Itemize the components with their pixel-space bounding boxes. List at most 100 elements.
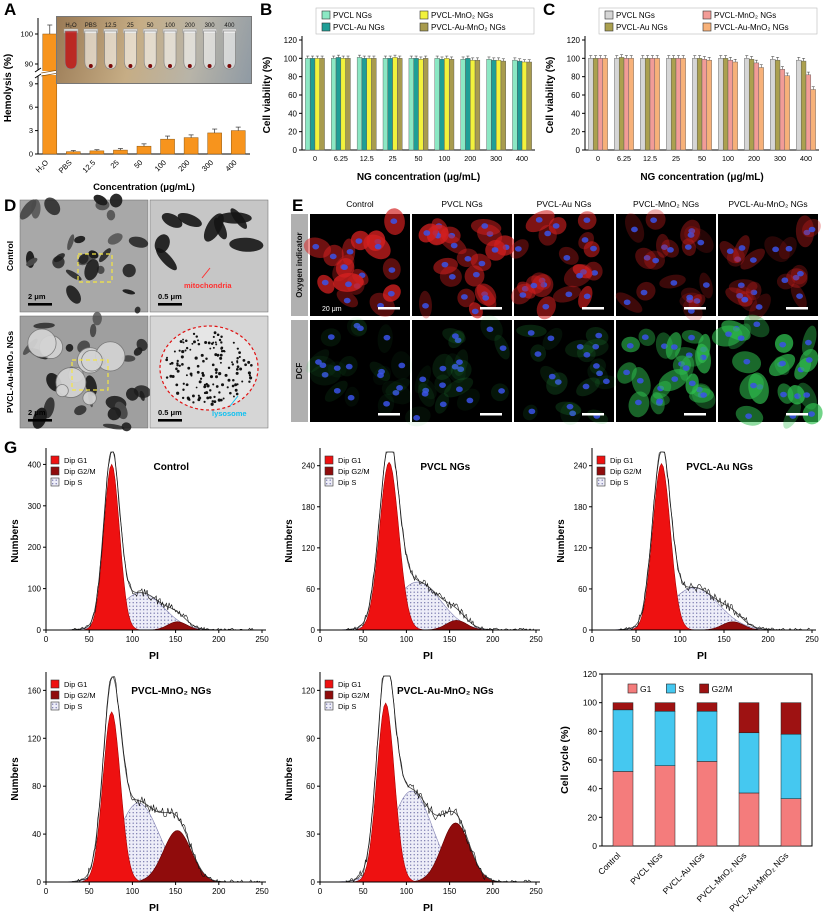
fluorescence-tile-dcf-pvcl-au: [514, 320, 618, 426]
viability-chart-b: 0 20 40 60 80 100 120 0 6.25 12.5 25 50 100 200 300 400…: [262, 7, 535, 183]
svg-text:Numbers: Numbers: [10, 519, 21, 563]
fluorescence-tile-dcf-control: [305, 317, 413, 422]
flow-histogram-pvcl-mno2: 0 40 80 120 160 0 50 100 150 200 250 PI Numbers PVCL-…: [10, 672, 269, 914]
svg-text:160: 160: [28, 686, 42, 695]
svg-text:250: 250: [805, 635, 819, 644]
svg-text:Control: Control: [154, 462, 190, 473]
svg-text:100: 100: [153, 158, 168, 173]
svg-text:Numbers: Numbers: [10, 757, 21, 801]
tem-row-label-control: Control: [5, 240, 15, 272]
svg-text:100: 100: [583, 698, 597, 708]
svg-text:PVCL-Au NGs: PVCL-Au NGs: [616, 23, 668, 32]
svg-text:80: 80: [571, 73, 580, 82]
svg-text:100: 100: [567, 54, 581, 63]
row-label-dcf: DCF: [291, 320, 308, 422]
svg-text:120: 120: [583, 669, 597, 679]
svg-text:0: 0: [37, 626, 42, 635]
svg-text:PVCL-Au-MnO₂ NGs: PVCL-Au-MnO₂ NGs: [714, 23, 789, 32]
svg-text:2 μm: 2 μm: [28, 292, 46, 301]
svg-text:100: 100: [165, 23, 176, 29]
row-label-oxygen-indicator: Oxygen indicator: [291, 214, 308, 316]
column-header-pvcl-au-mno2: PVCL-Au-MnO₂ NGs: [728, 199, 808, 209]
svg-text:300: 300: [774, 154, 786, 163]
svg-text:PBS: PBS: [85, 23, 97, 29]
svg-text:200: 200: [464, 154, 476, 163]
svg-text:20 μm: 20 μm: [322, 306, 342, 313]
svg-text:250: 250: [255, 635, 269, 644]
svg-text:12.5: 12.5: [81, 158, 98, 175]
panel-label-g: G: [4, 438, 18, 457]
svg-text:Dip G2/M: Dip G2/M: [64, 467, 96, 476]
svg-text:3: 3: [29, 126, 33, 135]
svg-text:Numbers: Numbers: [284, 757, 295, 801]
svg-text:20: 20: [588, 812, 598, 822]
svg-text:400: 400: [224, 23, 235, 29]
svg-text:20: 20: [288, 128, 297, 137]
svg-text:100: 100: [126, 635, 140, 644]
flow-histogram-pvcl: 0 60 120 180 240 0 50 100 150 200 250 PI Numbers PVCL…: [284, 448, 543, 662]
svg-text:12.5: 12.5: [643, 154, 657, 163]
svg-text:Dip G2/M: Dip G2/M: [610, 467, 642, 476]
svg-text:400: 400: [800, 154, 812, 163]
panel-label-d: D: [4, 196, 17, 215]
svg-text:400: 400: [28, 460, 42, 469]
svg-text:50: 50: [85, 635, 94, 644]
fluorescence-tile-dcf-pvcl: [405, 314, 512, 427]
svg-text:0: 0: [311, 878, 316, 887]
svg-text:S: S: [678, 684, 684, 694]
svg-text:Hemolysis (%): Hemolysis (%): [3, 54, 14, 122]
svg-text:0.5 μm: 0.5 μm: [158, 292, 182, 301]
svg-text:0: 0: [311, 626, 316, 635]
svg-text:300: 300: [490, 154, 502, 163]
svg-text:240: 240: [574, 462, 588, 471]
svg-text:180: 180: [302, 503, 316, 512]
svg-text:400: 400: [223, 158, 238, 173]
tube-photo: H₂O PBS 12.5 25 50 100 200 300 400: [56, 16, 252, 84]
svg-text:0: 0: [29, 150, 33, 159]
column-header-pvcl-au: PVCL-Au NGs: [536, 199, 592, 209]
svg-text:0: 0: [44, 887, 49, 896]
svg-text:50: 50: [132, 158, 144, 170]
svg-text:PI: PI: [149, 650, 159, 662]
svg-text:300: 300: [200, 158, 215, 173]
svg-text:Dip S: Dip S: [338, 702, 356, 711]
svg-text:120: 120: [302, 544, 316, 553]
svg-text:0: 0: [318, 635, 323, 644]
svg-text:250: 250: [529, 635, 543, 644]
fluorescence-tile-dcf-pvcl-au-mno2: [711, 314, 823, 429]
svg-text:NG concentration (μg/mL): NG concentration (μg/mL): [640, 172, 763, 183]
svg-text:60: 60: [588, 755, 598, 765]
svg-text:0: 0: [293, 146, 298, 155]
svg-text:lysosome: lysosome: [212, 409, 247, 418]
fluorescence-tile-oxygen-pvcl-au-mno2: [718, 214, 821, 321]
svg-text:80: 80: [32, 782, 41, 791]
svg-text:PVCL-Au-MnO₂ NGs: PVCL-Au-MnO₂ NGs: [431, 23, 506, 32]
svg-text:0: 0: [44, 635, 49, 644]
svg-text:0: 0: [596, 154, 600, 163]
svg-text:200: 200: [28, 543, 42, 552]
fluorescence-tile-oxygen-pvcl-au: [509, 210, 614, 320]
svg-text:60: 60: [306, 782, 315, 791]
svg-text:PBS: PBS: [57, 158, 74, 175]
svg-text:PVCL NGs: PVCL NGs: [616, 11, 655, 20]
svg-text:Dip G1: Dip G1: [64, 680, 87, 689]
svg-text:Cell viability (%): Cell viability (%): [545, 57, 556, 134]
panel-label-a: A: [4, 0, 17, 19]
svg-text:150: 150: [169, 887, 183, 896]
svg-text:120: 120: [284, 36, 298, 45]
svg-text:Dip G1: Dip G1: [338, 680, 361, 689]
svg-text:50: 50: [147, 23, 154, 29]
svg-text:120: 120: [567, 36, 581, 45]
svg-text:PVCL-Au NGs: PVCL-Au NGs: [686, 462, 753, 473]
column-header-pvcl-mno2: PVCL-MnO₂ NGs: [632, 199, 700, 209]
svg-text:PI: PI: [697, 650, 707, 662]
fluorescence-tile-dcf-pvcl-mno2: [616, 320, 716, 422]
svg-text:240: 240: [302, 462, 316, 471]
svg-text:0: 0: [590, 635, 595, 644]
svg-text:Control: Control: [596, 850, 623, 877]
svg-text:200: 200: [486, 887, 500, 896]
panel-label-c: C: [543, 0, 556, 19]
svg-text:Concentration (μg/mL): Concentration (μg/mL): [93, 182, 195, 193]
svg-text:50: 50: [85, 887, 94, 896]
panel-label-b: B: [260, 0, 273, 19]
